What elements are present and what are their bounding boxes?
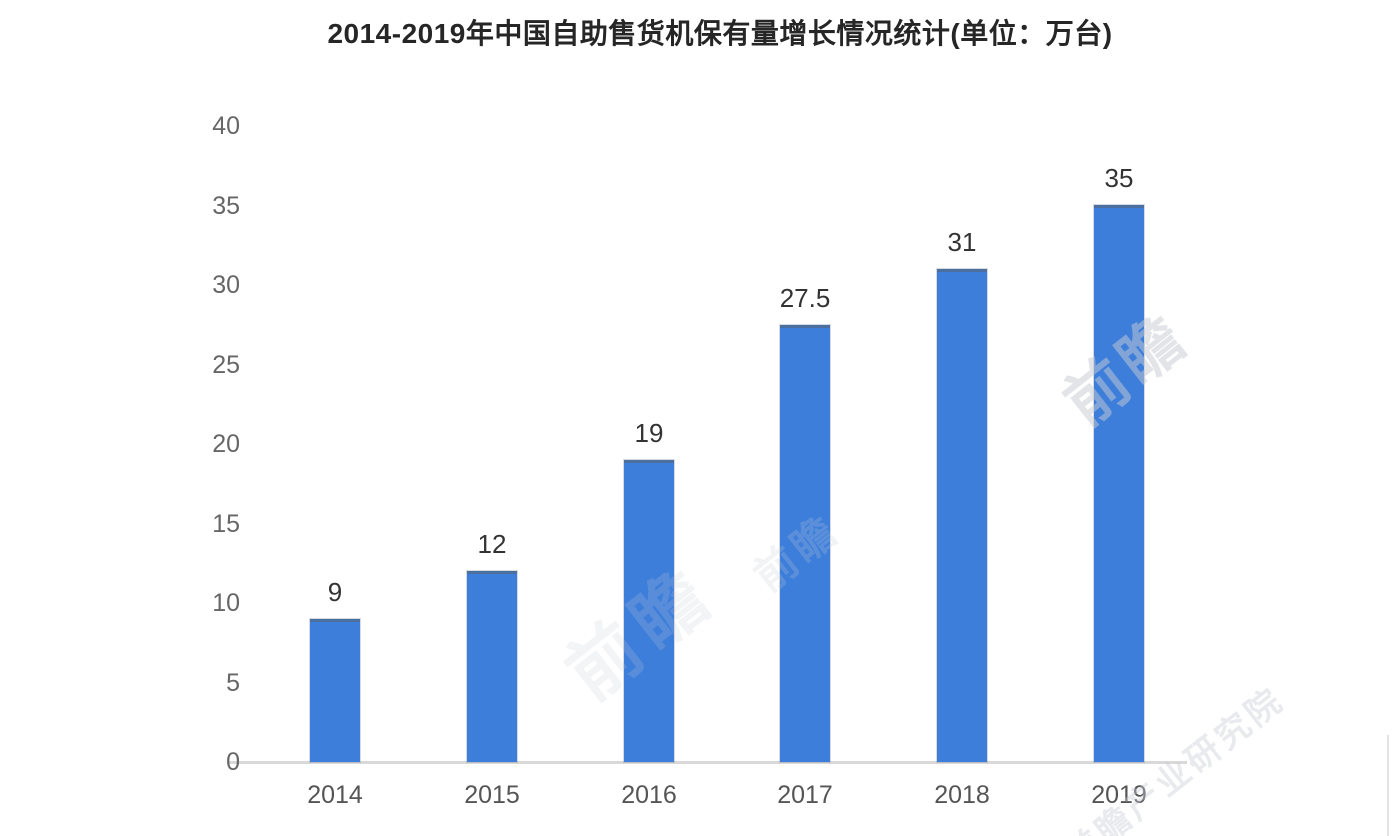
x-tick-label-2015: 2015 <box>464 781 520 809</box>
x-tick-label-2019: 2019 <box>1091 781 1147 809</box>
y-tick-label-30: 30 <box>212 271 240 299</box>
page-edge-line <box>1387 735 1389 836</box>
x-tick-label-2014: 2014 <box>307 781 363 809</box>
bar-2019 <box>1094 205 1144 762</box>
y-tick-label-20: 20 <box>212 430 240 458</box>
x-tick-label-2016: 2016 <box>621 781 677 809</box>
y-tick-label-35: 35 <box>212 191 240 220</box>
y-tick-label-10: 10 <box>212 589 240 617</box>
x-tick-label-2017: 2017 <box>777 781 833 809</box>
x-tick-label-2018: 2018 <box>934 781 990 809</box>
bar-2016 <box>624 460 674 762</box>
y-tick-label-15: 15 <box>212 509 240 538</box>
y-tick-label-5: 5 <box>226 668 240 697</box>
bar-value-label-2016: 19 <box>634 418 664 448</box>
chart-title: 2014-2019年中国自助售货机保有量增长情况统计(单位：万台) <box>327 18 1113 49</box>
bar-value-label-2015: 12 <box>477 529 507 559</box>
bar-2017 <box>780 325 830 762</box>
bar-value-label-2018: 31 <box>947 227 977 257</box>
y-tick-label-25: 25 <box>212 350 240 379</box>
bar-2018 <box>937 269 987 762</box>
bar-value-label-2017: 27.5 <box>779 283 831 313</box>
bar-2014 <box>310 619 360 762</box>
x-axis-line <box>228 761 1187 764</box>
watermark-text: 前瞻产业研究院 <box>1058 680 1292 836</box>
y-tick-label-40: 40 <box>212 112 240 140</box>
y-tick-label-0: 0 <box>226 748 240 776</box>
bar-value-label-2019: 35 <box>1104 163 1134 193</box>
bar-value-label-2014: 9 <box>327 577 343 607</box>
bar-2015 <box>467 571 517 762</box>
